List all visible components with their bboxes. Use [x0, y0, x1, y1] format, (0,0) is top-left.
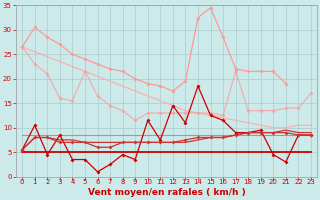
X-axis label: Vent moyen/en rafales ( km/h ): Vent moyen/en rafales ( km/h ) [88, 188, 245, 197]
